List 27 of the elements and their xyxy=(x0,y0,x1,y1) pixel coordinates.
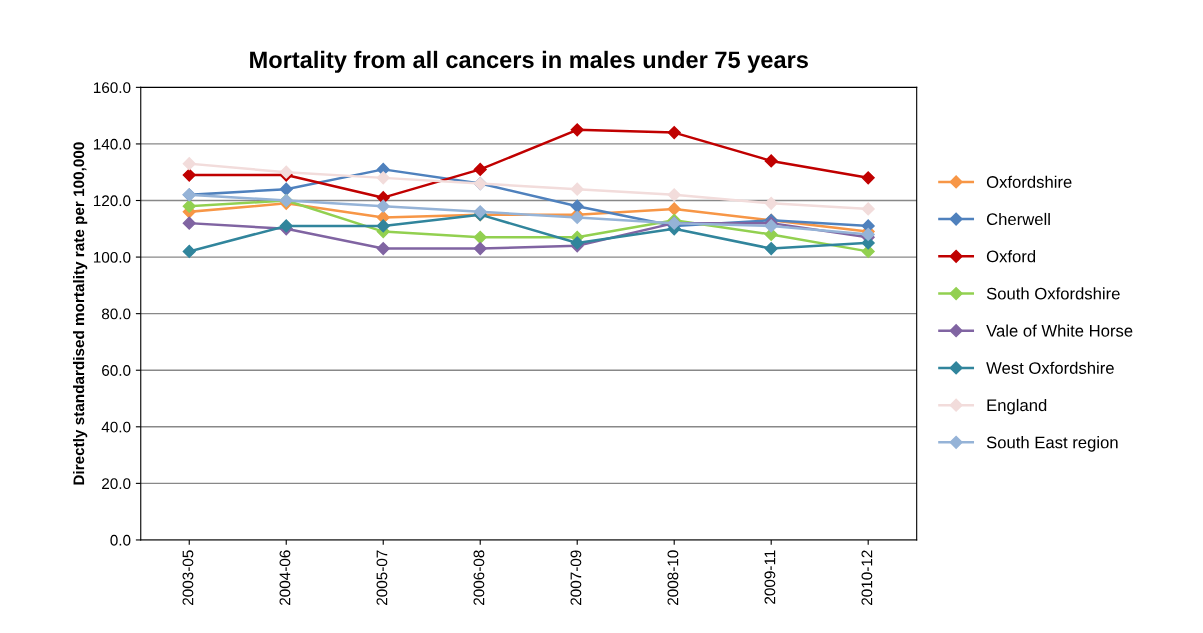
x-tick-label: 2003-05 xyxy=(182,550,194,605)
x-tick-label: 2009-11 xyxy=(764,550,776,604)
legend-label: South East region xyxy=(986,436,1118,452)
legend-label: Vale of White Horse xyxy=(986,324,1133,337)
legend-label: Cherwell xyxy=(986,212,1050,226)
x-tick-label: 2010-12 xyxy=(861,550,873,605)
y-tick-label: 0.0 xyxy=(110,534,131,546)
y-axis-title: Directly standardised mortality rate per 100,000 xyxy=(73,142,88,485)
legend-label: South Oxfordshire xyxy=(986,287,1120,300)
legend-label: West Oxfordshire xyxy=(986,361,1114,374)
legend-label: Oxford xyxy=(986,250,1036,263)
x-tick-label: 2008-10 xyxy=(667,550,679,605)
y-tick-label: 60.0 xyxy=(102,365,131,376)
x-tick-label: 2007-09 xyxy=(570,550,582,605)
x-tick-label: 2006-08 xyxy=(473,550,485,605)
y-tick-label: 120.0 xyxy=(93,195,131,207)
chart-title: Mortality from all cancers in males under 75 years xyxy=(250,50,808,73)
y-tick-label: 40.0 xyxy=(101,421,131,433)
y-tick-label: 100.0 xyxy=(93,251,131,263)
y-tick-label: 140.0 xyxy=(93,138,131,150)
legend-label: Oxfordshire xyxy=(986,175,1072,188)
y-tick-label: 20.0 xyxy=(102,478,131,490)
x-tick-label: 2004-06 xyxy=(279,550,291,605)
y-tick-label: 80.0 xyxy=(101,308,131,320)
legend-label: England xyxy=(987,398,1047,415)
x-tick-label: 2005-07 xyxy=(376,550,388,605)
y-tick-label: 160.0 xyxy=(93,82,131,94)
